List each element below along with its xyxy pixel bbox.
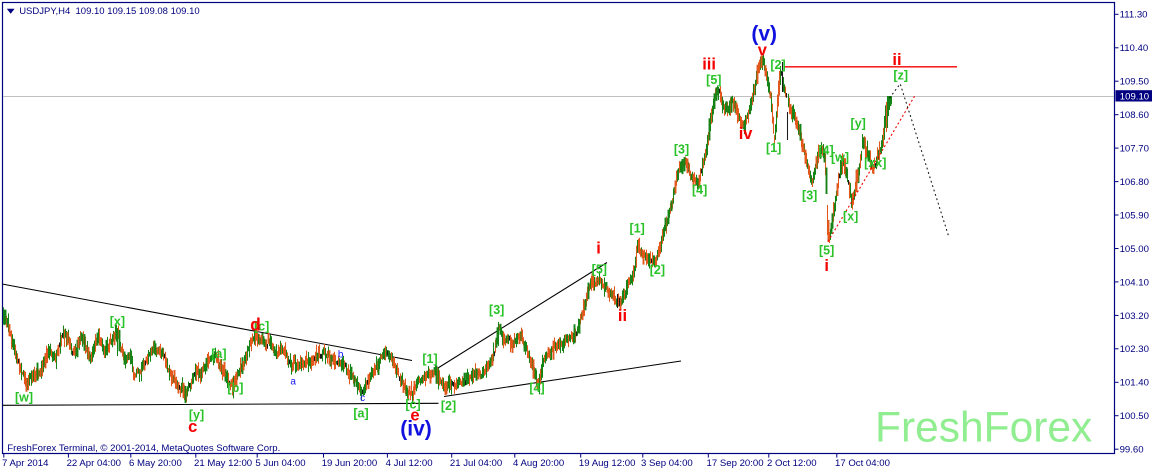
svg-text:17 Sep 20:00: 17 Sep 20:00 (707, 458, 764, 469)
svg-text:111.30: 111.30 (1120, 10, 1148, 21)
svg-text:21 Jul 04:00: 21 Jul 04:00 (450, 458, 502, 469)
svg-text:100.50: 100.50 (1120, 411, 1149, 422)
svg-text:[3]: [3] (489, 303, 504, 317)
svg-text:101.40: 101.40 (1120, 378, 1149, 389)
svg-text:[5]: [5] (706, 73, 721, 87)
svg-text:105.90: 105.90 (1120, 210, 1149, 221)
svg-text:[c]: [c] (405, 398, 420, 412)
svg-text:[2]: [2] (770, 58, 785, 72)
svg-text:5 Jun 04:00: 5 Jun 04:00 (255, 458, 305, 469)
svg-text:[2]: [2] (441, 399, 456, 413)
svg-text:c: c (188, 418, 197, 436)
svg-text:e: e (410, 407, 419, 425)
svg-text:22 Apr 04:00: 22 Apr 04:00 (67, 458, 121, 469)
svg-text:[w]: [w] (15, 390, 33, 404)
svg-text:[a]: [a] (353, 407, 368, 421)
svg-text:ii: ii (618, 307, 627, 325)
svg-text:(v): (v) (751, 23, 777, 46)
svg-text:[y]: [y] (851, 116, 866, 130)
svg-text:105.00: 105.00 (1120, 244, 1149, 255)
svg-text:d: d (250, 315, 261, 335)
svg-text:v: v (758, 41, 768, 59)
svg-text:109.50: 109.50 (1120, 77, 1149, 88)
svg-text:3 Sep 04:00: 3 Sep 04:00 (641, 458, 693, 469)
svg-text:[xx]: [xx] (864, 156, 886, 170)
svg-text:[4]: [4] (692, 183, 707, 197)
svg-text:4 Aug 20:00: 4 Aug 20:00 (513, 458, 564, 469)
svg-text:i: i (824, 257, 829, 275)
svg-text:USDJPY,H4 109.10 109.15 109.0: USDJPY,H4 109.10 109.15 109.08 109.10 (19, 6, 199, 17)
svg-text:[5]: [5] (819, 244, 834, 258)
svg-text:[1]: [1] (766, 141, 781, 155)
svg-text:[x]: [x] (110, 315, 125, 329)
svg-text:[y]: [y] (189, 408, 204, 422)
svg-text:[a]: [a] (211, 347, 226, 361)
svg-text:[b]: [b] (227, 381, 243, 395)
svg-text:[5]: [5] (592, 262, 607, 276)
svg-text:[1]: [1] (422, 352, 437, 366)
svg-text:[w]: [w] (831, 150, 849, 164)
svg-text:104.10: 104.10 (1120, 277, 1149, 288)
svg-text:106.80: 106.80 (1120, 177, 1149, 188)
svg-text:FreshForex: FreshForex (875, 405, 1092, 452)
svg-text:21 May 12:00: 21 May 12:00 (194, 458, 252, 469)
svg-text:7 Apr 2014: 7 Apr 2014 (2, 458, 49, 469)
svg-text:(iv): (iv) (400, 418, 432, 441)
svg-text:[z]: [z] (893, 68, 908, 82)
svg-text:4 Jul 12:00: 4 Jul 12:00 (386, 458, 433, 469)
svg-text:[c]: [c] (254, 319, 269, 333)
svg-text:109.10: 109.10 (1120, 92, 1149, 103)
svg-text:6 May 20:00: 6 May 20:00 (129, 458, 182, 469)
svg-text:FreshForex Terminal, © 2001-20: FreshForex Terminal, © 2001-2014, MetaQu… (7, 443, 280, 454)
svg-text:107.70: 107.70 (1120, 144, 1149, 155)
svg-text:ii: ii (892, 51, 901, 69)
svg-text:110.40: 110.40 (1120, 43, 1149, 54)
svg-text:b: b (338, 349, 344, 360)
svg-text:[1]: [1] (630, 221, 645, 235)
svg-text:19 Jun 20:00: 19 Jun 20:00 (322, 458, 377, 469)
svg-text:iii: iii (702, 56, 716, 74)
svg-text:i: i (596, 240, 601, 258)
svg-text:[3]: [3] (802, 189, 817, 203)
svg-text:17 Oct 04:00: 17 Oct 04:00 (835, 458, 890, 469)
svg-text:c: c (360, 393, 365, 404)
svg-text:[4]: [4] (818, 143, 833, 157)
svg-text:[3]: [3] (674, 143, 689, 157)
svg-text:[2]: [2] (650, 263, 665, 277)
svg-text:iv: iv (739, 125, 754, 143)
svg-text:[4]: [4] (529, 381, 544, 395)
svg-text:99.60: 99.60 (1120, 445, 1144, 456)
svg-text:19 Aug 12:00: 19 Aug 12:00 (579, 458, 636, 469)
svg-text:108.60: 108.60 (1120, 110, 1149, 121)
svg-text:[x]: [x] (843, 210, 858, 224)
svg-text:103.20: 103.20 (1120, 311, 1149, 322)
svg-text:102.30: 102.30 (1120, 344, 1149, 355)
svg-text:a: a (290, 377, 296, 388)
svg-text:2 Oct 12:00: 2 Oct 12:00 (767, 458, 817, 469)
